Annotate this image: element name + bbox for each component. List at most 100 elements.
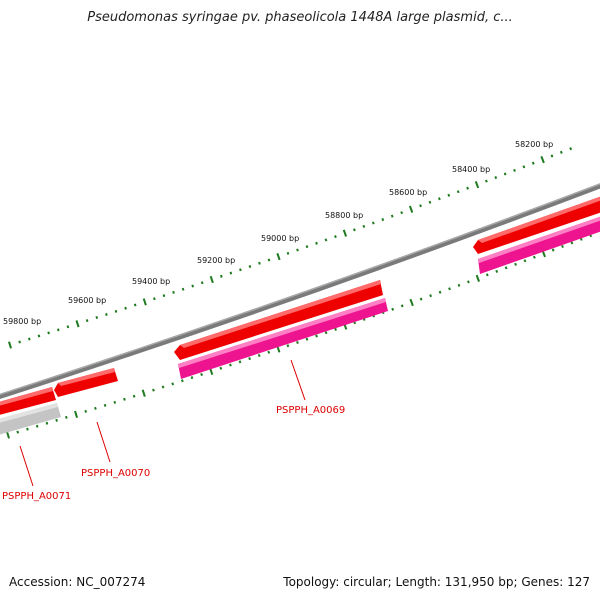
scale-tick-minor [448, 287, 451, 291]
gene-arrow-grey[interactable] [0, 403, 61, 436]
scale-tick-minor [531, 161, 535, 165]
gene-label-a0070[interactable]: PSPPH_A0070 [81, 468, 150, 479]
scale-tick-major [141, 389, 146, 397]
scale-tick-minor [85, 319, 89, 323]
scale-tick-minor [47, 331, 50, 335]
scale-tick-minor [419, 297, 423, 301]
gene-arrow-red[interactable] [473, 195, 600, 254]
scale-tick-minor [26, 427, 29, 431]
gene-arrow-pink[interactable] [178, 298, 388, 379]
scale-tick-minor [579, 237, 583, 241]
scale-tick-minor [200, 373, 203, 377]
scale-tick-minor [514, 262, 517, 266]
scale-tick-minor [485, 179, 488, 183]
scale-tick-minor [551, 248, 555, 252]
scale-tick-major [540, 155, 545, 164]
scale-tick-minor [95, 316, 99, 320]
scale-tick-minor [171, 382, 175, 386]
scale-tick-minor [561, 244, 564, 249]
scale-tick-minor [238, 360, 242, 364]
scale-tick-minor [229, 363, 232, 367]
scale-tick-minor [305, 337, 309, 341]
scale-tick-minor [523, 259, 527, 263]
topology-stats-text: Topology: circular; Length: 131,950 bp; … [283, 575, 590, 589]
gene-arrow-red[interactable] [0, 387, 56, 416]
scale-tick-minor [172, 290, 175, 294]
scale-tick-minor [219, 274, 223, 278]
scale-tick-minor [324, 331, 328, 335]
scale-tick-minor [513, 168, 516, 172]
gene-label-a0071[interactable]: PSPPH_A0071 [2, 491, 71, 502]
scale-tick-major [74, 410, 79, 419]
scale-tick-minor [504, 266, 508, 270]
scale-tick-minor [334, 327, 337, 331]
scale-tick-major [142, 298, 147, 306]
scale-tick-minor [315, 334, 318, 338]
scale-tick-minor [257, 353, 261, 357]
scale-tick-minor [371, 221, 375, 225]
scale-tick-minor [419, 204, 422, 208]
gene-arrow-pink[interactable] [478, 215, 600, 274]
scale-tick-minor [200, 281, 204, 285]
gene-arrow-red[interactable] [54, 368, 118, 397]
scale-tick-minor [258, 261, 261, 265]
scale-tick-minor [267, 350, 271, 354]
gene-arrow-red[interactable] [174, 280, 383, 360]
scale-tick-minor [84, 409, 88, 413]
scale-tick-major [75, 320, 80, 328]
map-title: Pseudomonas syringae pv. phaseolicola 14… [87, 10, 513, 25]
scale-tick-minor [570, 241, 574, 245]
scale-tick-minor [181, 287, 185, 291]
scale-tick-minor [569, 147, 573, 151]
scale-tick-minor [161, 385, 165, 389]
scale-tick-minor [429, 294, 432, 298]
scale-label-58600: 58600 bp [389, 188, 427, 197]
scale-tick-minor [296, 248, 299, 252]
backbone-highlight [0, 183, 600, 396]
scale-tick-minor [390, 214, 394, 218]
scale-tick-minor [532, 255, 536, 259]
scale-tick-minor [45, 421, 49, 425]
scale-tick-minor [315, 241, 318, 245]
scale-tick-minor [191, 284, 195, 288]
scale-tick-minor [457, 283, 461, 287]
scale-label-58800: 58800 bp [325, 211, 363, 220]
scale-tick-minor [123, 397, 126, 401]
scale-tick-minor [305, 245, 309, 249]
plasmid-backbone [0, 183, 600, 400]
scale-tick-minor [105, 312, 108, 316]
scale-tick-minor [132, 394, 136, 398]
scale-tick-minor [381, 218, 385, 222]
scale-labels: 58200 bp 58400 bp 58600 bp 58800 bp 5900… [3, 140, 553, 326]
scale-tick-minor [56, 328, 60, 332]
scale-tick-minor [503, 172, 507, 176]
outer-scale-ticks [8, 147, 573, 349]
scale-label-59600: 59600 bp [68, 296, 106, 305]
scale-tick-minor [94, 406, 97, 410]
scale-tick-major [475, 274, 481, 283]
scale-tick-minor [152, 388, 155, 392]
scale-tick-major [409, 298, 414, 307]
scale-tick-minor [324, 238, 328, 242]
scale-tick-major [209, 275, 214, 284]
scale-tick-minor [362, 224, 366, 228]
scale-tick-major [8, 341, 12, 349]
scale-tick-minor [27, 337, 31, 341]
scale-tick-minor [559, 150, 563, 154]
label-leader-line [290, 359, 306, 401]
scale-label-58200: 58200 bp [515, 140, 553, 149]
scale-tick-minor [181, 379, 184, 383]
scale-tick-minor [438, 197, 441, 201]
scale-tick-minor [153, 297, 156, 301]
gene-label-a0069[interactable]: PSPPH_A0069 [276, 405, 345, 416]
scale-tick-minor [494, 176, 498, 180]
scale-label-59000: 59000 bp [261, 234, 299, 243]
scale-label-59200: 59200 bp [197, 256, 235, 265]
scale-tick-major [6, 431, 10, 439]
scale-tick-minor [286, 344, 290, 348]
scale-tick-major [342, 229, 348, 237]
scale-tick-minor [133, 303, 137, 307]
scale-tick-minor [219, 366, 223, 370]
scale-tick-minor [438, 290, 442, 294]
